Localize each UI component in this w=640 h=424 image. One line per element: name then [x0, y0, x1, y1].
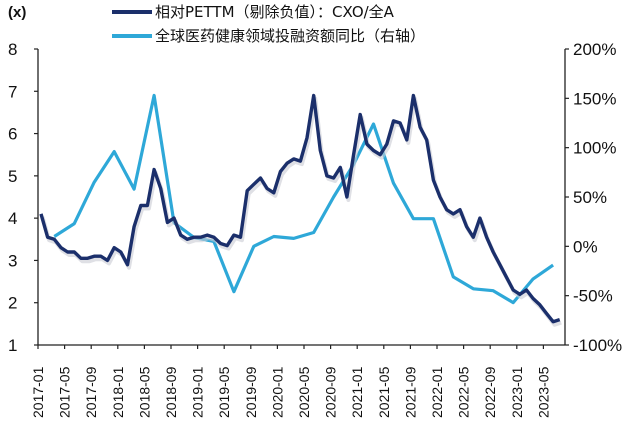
x-tick-label: 2022-05	[456, 366, 472, 418]
series-pettm-shadow	[40, 96, 562, 327]
y-right-tick-label: 0%	[573, 237, 598, 256]
x-tick-label: 2020-09	[323, 366, 339, 418]
y-tick-label: 5	[8, 167, 17, 186]
x-tick-label: 2021-09	[402, 366, 418, 418]
x-tick-label: 2019-05	[216, 366, 232, 418]
y-right-tick-label: 150%	[573, 89, 616, 108]
x-tick-label: 2018-05	[136, 366, 152, 418]
axes: 1 2 3 4 5 6 7 8 -100% -50% 0% 50% 100% 150% 200% 2017-0…	[8, 40, 622, 418]
legend-item-pettm: 相对PETTM（剔除负值）：CXO/全A	[155, 3, 395, 21]
y-right-tick-label: -100%	[573, 336, 622, 355]
x-tick-label: 2017-01	[30, 366, 46, 418]
y-tick-label: 7	[8, 82, 17, 101]
y-right-tick-label: 100%	[573, 139, 616, 158]
y-tick-label: 3	[8, 251, 17, 270]
x-tick-label: 2020-01	[269, 366, 285, 418]
y-tick-label: 2	[8, 294, 17, 313]
y-tick-label: 4	[8, 209, 17, 228]
x-tick-label: 2017-09	[83, 366, 99, 418]
y-tick-label: 6	[8, 125, 17, 144]
x-tick-label: 2022-09	[482, 366, 498, 418]
x-tick-label: 2018-09	[163, 366, 179, 418]
x-tick-label: 2023-01	[509, 366, 525, 418]
x-tick-label: 2017-05	[57, 366, 73, 418]
y-right-tick-label: -50%	[573, 287, 613, 306]
x-tick-label: 2018-01	[110, 366, 126, 418]
x-tick-label: 2022-01	[429, 366, 445, 418]
series-relative-pettm	[39, 93, 561, 324]
y-tick-label: 8	[8, 40, 17, 59]
x-tick-label: 2019-09	[243, 366, 259, 418]
legend-item-investment: 全球医药健康领域投融资额同比（右轴）	[155, 27, 425, 45]
y-tick-label: 1	[8, 336, 17, 355]
x-tick-label: 2020-05	[296, 366, 312, 418]
legend: 相对PETTM（剔除负值）：CXO/全A 全球医药健康领域投融资额同比（右轴）	[112, 3, 425, 45]
y-right-tick-label: 50%	[573, 188, 607, 207]
x-tick-label: 2023-05	[535, 366, 551, 418]
x-tick-label: 2021-01	[349, 366, 365, 418]
series-lines	[39, 93, 562, 327]
unit-label: (x)	[8, 4, 26, 21]
series-investment-yoy	[53, 93, 555, 305]
x-tick-label: 2019-01	[190, 366, 206, 418]
x-tick-label: 2021-05	[376, 366, 392, 418]
y-right-tick-label: 200%	[573, 40, 616, 59]
